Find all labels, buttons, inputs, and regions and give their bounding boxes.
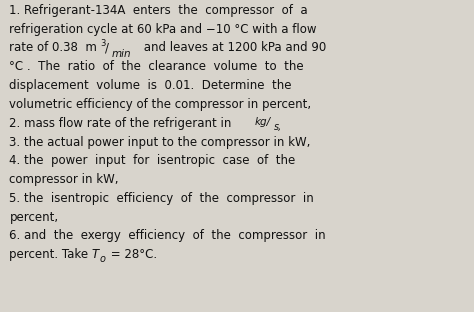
Text: 2. mass flow rate of the refrigerant in: 2. mass flow rate of the refrigerant in xyxy=(9,117,236,130)
Text: and leaves at 1200 kPa and 90: and leaves at 1200 kPa and 90 xyxy=(140,41,326,55)
Text: o: o xyxy=(100,254,106,264)
Text: refrigeration cycle at 60 kPa and −10 °C with a flow: refrigeration cycle at 60 kPa and −10 °C… xyxy=(9,23,317,36)
Text: = 28°C.: = 28°C. xyxy=(107,248,157,261)
Text: 3. the actual power input to the compressor in kW,: 3. the actual power input to the compres… xyxy=(9,136,311,149)
Text: T: T xyxy=(91,248,99,261)
Text: 1. Refrigerant-134A  enters  the  compressor  of  a: 1. Refrigerant-134A enters the compresso… xyxy=(9,4,308,17)
Text: 6. and  the  exergy  efficiency  of  the  compressor  in: 6. and the exergy efficiency of the comp… xyxy=(9,229,326,242)
Text: kg/: kg/ xyxy=(255,117,271,127)
Text: /: / xyxy=(105,41,109,55)
Text: percent,: percent, xyxy=(9,211,59,224)
Text: displacement  volume  is  0.01.  Determine  the: displacement volume is 0.01. Determine t… xyxy=(9,79,292,92)
Text: 4. the  power  input  for  isentropic  case  of  the: 4. the power input for isentropic case o… xyxy=(9,154,296,168)
Text: min: min xyxy=(111,49,131,59)
Text: compressor in kW,: compressor in kW, xyxy=(9,173,119,186)
Text: percent. Take: percent. Take xyxy=(9,248,92,261)
Text: °C .  The  ratio  of  the  clearance  volume  to  the: °C . The ratio of the clearance volume t… xyxy=(9,60,304,73)
Text: 5. the  isentropic  efficiency  of  the  compressor  in: 5. the isentropic efficiency of the comp… xyxy=(9,192,314,205)
Text: rate of 0.38  m: rate of 0.38 m xyxy=(9,41,97,55)
Text: 3: 3 xyxy=(100,39,106,48)
Text: s,: s, xyxy=(274,122,282,132)
Text: volumetric efficiency of the compressor in percent,: volumetric efficiency of the compressor … xyxy=(9,98,311,111)
